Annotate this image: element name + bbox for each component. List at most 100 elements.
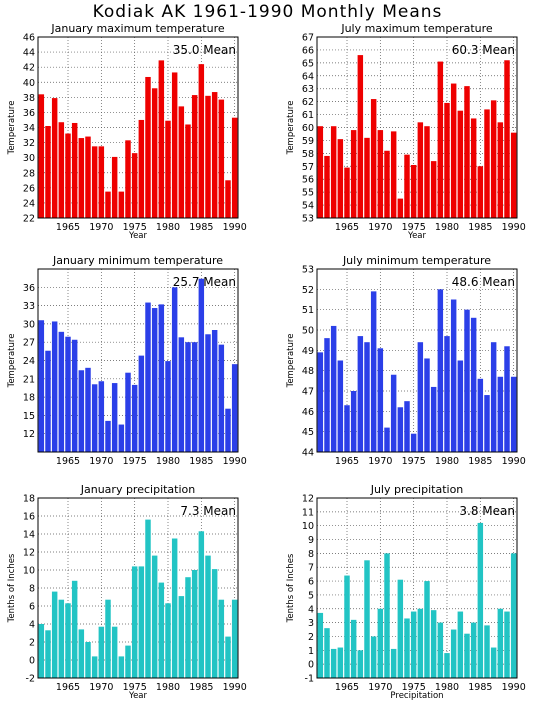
- bar-1978: [430, 610, 437, 678]
- bar-1968: [85, 642, 91, 678]
- y-tick-label: 27: [23, 338, 35, 349]
- bar-1975: [410, 433, 417, 452]
- bar-1974: [125, 372, 131, 452]
- y-axis-label: Temperature: [7, 334, 17, 389]
- y-tick-label: 36: [23, 108, 35, 119]
- bar-1985: [198, 531, 205, 678]
- y-tick-label: 18: [23, 494, 35, 505]
- bar-1985: [477, 166, 484, 218]
- y-tick-label: 4: [308, 604, 314, 615]
- x-axis-label: Precipitation: [390, 691, 443, 701]
- bar-1964: [337, 360, 344, 452]
- y-tick-label: 2: [29, 638, 35, 649]
- bar-1963: [330, 126, 337, 218]
- bar-1982: [457, 611, 464, 678]
- bar-1966: [71, 339, 78, 452]
- bar-1968: [364, 342, 370, 452]
- x-tick-label: 1990: [223, 222, 247, 233]
- bar-1987: [490, 100, 497, 218]
- bar-1978: [151, 88, 158, 219]
- y-tick-label: 8: [308, 549, 314, 560]
- y-tick-label: 59: [302, 136, 314, 147]
- y-tick-label: 5: [308, 590, 314, 601]
- y-tick-label: 6: [308, 577, 314, 588]
- bar-1986: [205, 334, 211, 452]
- chart-title: January maximum temperature: [50, 22, 224, 35]
- chart-title: July maximum temperature: [340, 22, 493, 35]
- bar-1977: [145, 519, 151, 678]
- y-tick-label: 0: [29, 656, 35, 667]
- bar-1978: [430, 386, 437, 452]
- bar-1971: [384, 427, 390, 452]
- bar-1971: [105, 191, 111, 218]
- bar-1985: [198, 278, 205, 452]
- bar-1987: [490, 342, 497, 452]
- plot-frame: [316, 497, 518, 679]
- y-tick-label: 48: [302, 366, 314, 377]
- bar-1966: [350, 391, 357, 452]
- bar-1964: [58, 122, 65, 218]
- bar-1969: [91, 384, 98, 452]
- y-tick-label: -2: [26, 674, 35, 685]
- y-tick-label: 11: [302, 507, 314, 518]
- bar-1961: [38, 320, 45, 452]
- x-tick-label: 1985: [468, 222, 492, 233]
- y-tick-label: 24: [23, 198, 35, 209]
- mean-label: 7.3 Mean: [180, 504, 236, 518]
- x-tick-label: 1965: [56, 456, 80, 467]
- bar-1967: [357, 55, 364, 218]
- bar-1981: [450, 629, 457, 678]
- y-tick-label: 60: [302, 123, 314, 134]
- y-tick-label: 4: [29, 620, 35, 631]
- bar-1966: [350, 619, 357, 678]
- y-tick-label: 12: [23, 429, 35, 440]
- bar-1967: [357, 336, 364, 452]
- y-tick-label: 61: [302, 110, 314, 121]
- bar-1983: [464, 309, 470, 452]
- bar-1975: [131, 153, 138, 218]
- bar-1976: [138, 355, 145, 452]
- x-tick-label: 1990: [502, 456, 526, 467]
- bar-1972: [390, 648, 397, 678]
- y-tick-label: 53: [302, 265, 314, 276]
- bar-1979: [158, 304, 165, 452]
- y-tick-label: 38: [23, 93, 35, 104]
- bar-1965: [65, 336, 71, 452]
- x-tick-label: 1975: [402, 456, 426, 467]
- chart-jul-max: July maximum temperature 53 54 55 56 57 58 59 60…: [286, 22, 526, 241]
- bar-1979: [158, 582, 165, 678]
- bar-1972: [390, 374, 397, 452]
- bar-1961: [38, 94, 45, 218]
- x-tick-label: 1985: [468, 682, 492, 693]
- bar-1961: [317, 126, 324, 218]
- x-tick-label: 1970: [89, 682, 113, 693]
- bar-1969: [91, 656, 98, 678]
- bar-1974: [404, 154, 410, 218]
- bar-1988: [497, 122, 504, 218]
- x-tick-label: 1980: [156, 222, 180, 233]
- bar-1983: [185, 124, 191, 218]
- chart-jul-precip: July precipitation-101234567891011121965…: [286, 483, 526, 701]
- bar-1980: [165, 603, 171, 678]
- y-tick-label: 45: [302, 427, 314, 438]
- mean-label: 25.7 Mean: [173, 275, 236, 289]
- bar-1968: [364, 137, 370, 218]
- bar-1979: [158, 60, 165, 218]
- bar-1987: [490, 647, 497, 678]
- bar-1971: [384, 150, 390, 218]
- bar-1970: [98, 626, 105, 678]
- bar-1970: [377, 348, 384, 452]
- x-axis-label: Year: [128, 691, 148, 701]
- bar-1962: [324, 338, 330, 452]
- x-tick-label: 1965: [56, 682, 80, 693]
- bar-1981: [171, 287, 178, 452]
- bar-1989: [225, 408, 231, 452]
- bar-1988: [218, 344, 225, 452]
- bar-1982: [457, 110, 464, 218]
- bar-1989: [225, 636, 231, 678]
- plot-frame: [316, 268, 518, 453]
- bar-1990: [231, 364, 238, 452]
- y-tick-label: 2: [308, 632, 314, 643]
- bar-1984: [470, 622, 477, 678]
- bar-1968: [85, 136, 91, 218]
